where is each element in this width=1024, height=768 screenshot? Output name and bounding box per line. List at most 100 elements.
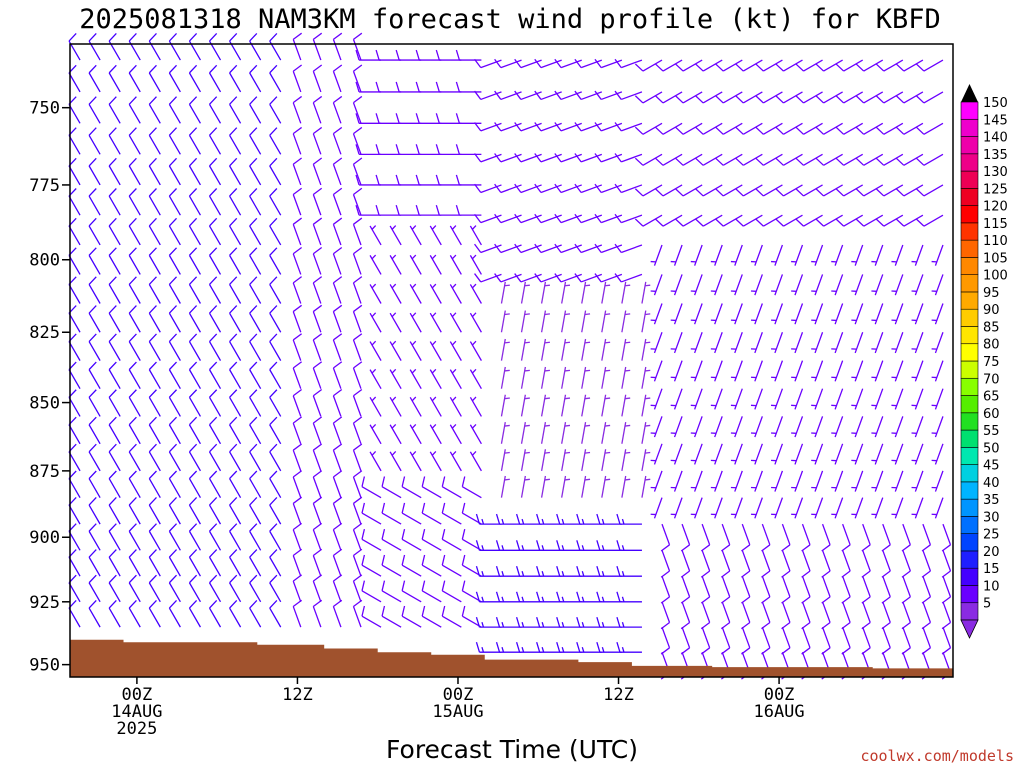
wind-barb — [381, 554, 402, 577]
wind-barb — [855, 153, 884, 166]
wind-barb — [931, 470, 944, 492]
wind-barb — [861, 601, 871, 630]
wind-barb — [680, 601, 691, 630]
wind-barb — [520, 475, 530, 498]
wind-barb — [188, 217, 202, 246]
wind-barb — [554, 183, 582, 194]
wind-barb — [690, 244, 703, 266]
wind-barb — [475, 642, 502, 653]
wind-barb — [395, 204, 422, 216]
wind-barb — [875, 214, 904, 227]
wind-barb — [188, 497, 202, 525]
wind-barb — [650, 303, 663, 325]
wind-barb — [851, 497, 864, 519]
wind-barb — [594, 183, 623, 194]
wind-barb — [269, 389, 282, 417]
wind-barb — [292, 443, 303, 472]
wind-barb — [88, 247, 101, 275]
wind-barb — [660, 626, 671, 655]
colorbar-label: 60 — [983, 407, 1000, 422]
wind-barb — [188, 276, 202, 304]
wind-barb — [641, 310, 651, 333]
wind-barb — [534, 90, 562, 101]
wind-barb — [771, 497, 784, 519]
wind-barb — [601, 366, 611, 389]
wind-barb — [495, 616, 522, 628]
y-tick-label: 950 — [29, 656, 60, 676]
wind-barb — [861, 550, 871, 578]
wind-barb — [352, 496, 363, 525]
wind-barb — [791, 303, 804, 325]
wind-barb — [361, 476, 382, 499]
wind-barb — [534, 243, 562, 254]
wind-barb — [811, 360, 824, 382]
colorbar-swatch — [960, 326, 979, 345]
credit-link[interactable]: coolwx.com/models — [860, 747, 1014, 765]
wind-barb — [700, 575, 711, 604]
wind-barb — [292, 95, 303, 124]
wind-barb — [761, 523, 771, 552]
wind-barb — [791, 360, 804, 382]
wind-barb — [811, 416, 824, 438]
wind-barb — [500, 338, 510, 361]
wind-barb — [361, 554, 382, 577]
wind-barb — [249, 64, 262, 93]
wind-barb — [720, 626, 731, 655]
wind-barb — [429, 254, 442, 275]
wind-barb — [249, 443, 262, 472]
wind-barb — [574, 273, 603, 283]
wind-barb — [536, 616, 562, 628]
wind-barb — [188, 305, 202, 333]
wind-barb — [851, 416, 864, 438]
y-axis: 750 775 800 825 850 875 900 925 950 — [29, 99, 70, 676]
wind-barb — [801, 550, 811, 578]
wind-barb — [601, 394, 611, 417]
wind-barb — [332, 187, 343, 216]
wind-barb — [168, 127, 181, 155]
wind-barb — [871, 416, 884, 438]
wind-barb — [469, 340, 482, 361]
y-tick-label: 750 — [29, 99, 60, 119]
wind-barb — [791, 416, 804, 438]
wind-barb — [188, 549, 202, 577]
wind-barb — [249, 470, 262, 498]
wind-barb — [616, 642, 642, 653]
wind-barb — [332, 32, 343, 61]
wind-barb — [292, 522, 303, 551]
wind-barb — [312, 416, 323, 445]
colorbar-swatch — [960, 481, 979, 500]
wind-barb — [520, 422, 530, 444]
wind-barb — [841, 575, 851, 604]
wind-barb — [851, 303, 864, 325]
wind-barb — [128, 188, 141, 216]
wind-barb — [474, 58, 502, 69]
wind-barb — [690, 470, 703, 492]
colorbar-label: 70 — [983, 372, 1000, 387]
wind-barb — [229, 443, 242, 472]
wind-barb — [269, 600, 282, 628]
wind-barb — [634, 153, 663, 166]
wind-barb — [514, 90, 542, 101]
wind-barb — [941, 550, 952, 578]
wind-barb — [148, 247, 161, 275]
wind-barb — [915, 59, 944, 72]
wind-barb — [208, 443, 222, 472]
wind-barb — [168, 574, 181, 603]
wind-barb — [801, 601, 811, 630]
wind-barb — [495, 591, 522, 603]
wind-barb — [409, 225, 422, 246]
colorbar-label: 65 — [983, 390, 1000, 405]
wind-barb — [500, 281, 510, 304]
wind-barb — [771, 303, 784, 325]
wind-barb — [229, 600, 242, 628]
wind-barb — [88, 305, 101, 333]
wind-barb — [269, 305, 282, 333]
colorbar-swatch — [960, 205, 979, 224]
wind-barb — [269, 247, 282, 275]
colorbar-label: 30 — [983, 510, 1000, 525]
y-tick-label: 825 — [29, 323, 60, 343]
wind-barb — [409, 340, 422, 361]
wind-barb — [188, 389, 202, 417]
wind-barb — [415, 81, 442, 93]
colorbar-label: 150 — [983, 96, 1008, 111]
